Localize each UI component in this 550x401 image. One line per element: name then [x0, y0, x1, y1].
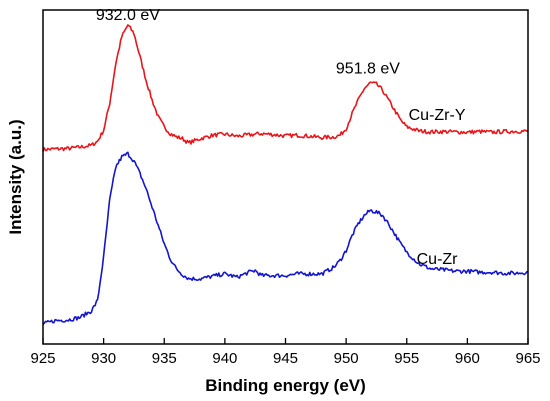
x-tick-label-960: 960	[455, 350, 480, 367]
x-tick-label-955: 955	[394, 350, 419, 367]
x-tick-label-940: 940	[212, 350, 237, 367]
x-tick-label-965: 965	[515, 350, 540, 367]
x-tick-label-935: 935	[152, 350, 177, 367]
x-tick-label-945: 945	[273, 350, 298, 367]
x-tick-label-950: 950	[334, 350, 359, 367]
peak-annotation-2: 951.8 eV	[336, 60, 400, 77]
y-axis-title: Intensity (a.u.)	[6, 119, 25, 234]
chart-labels: 932.0 eV 951.8 eV Cu-Zr-Y Cu-Zr	[96, 7, 466, 268]
x-tick-label-925: 925	[30, 350, 55, 367]
x-axis-title: Binding energy (eV)	[205, 376, 366, 395]
series-line-cu-zr-y	[42, 24, 529, 152]
x-tick-label-930: 930	[91, 350, 116, 367]
x-axis-ticks: 925 930 935 940 945 950 955 960 965	[30, 338, 541, 367]
series-line-cu-zr	[42, 151, 529, 325]
peak-annotation-1: 932.0 eV	[96, 7, 160, 24]
series-label-cu-zr: Cu-Zr	[417, 251, 459, 268]
series-label-cu-zr-y: Cu-Zr-Y	[409, 107, 466, 124]
series-layer	[42, 24, 529, 325]
